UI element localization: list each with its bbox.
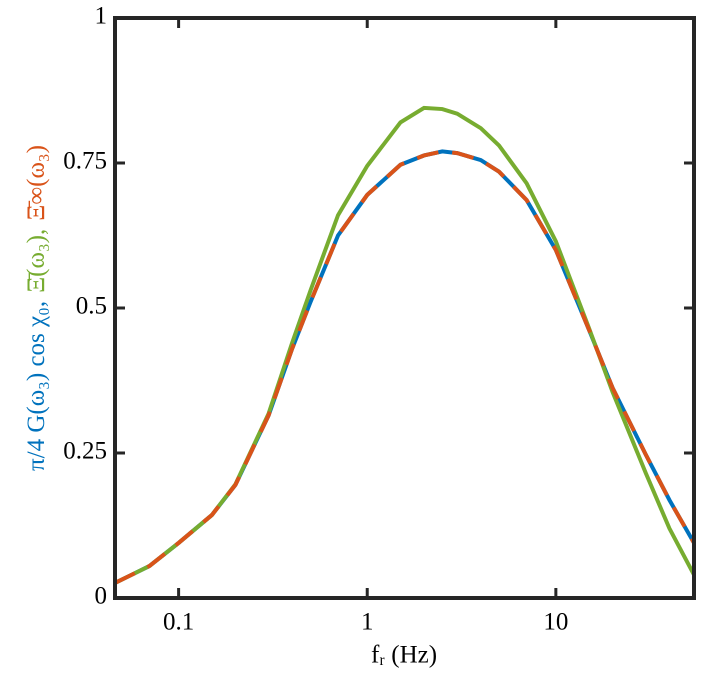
y-label-part: Ξ̄∞(ω₃) xyxy=(23,145,50,221)
y-tick-label: 0 xyxy=(95,583,108,610)
y-axis-label: π/4 G(ω₃) cos χ₀, Ξ̄(ω₃), Ξ̄∞(ω₃) xyxy=(23,145,50,471)
y-label-part: Ξ̄(ω₃), xyxy=(23,229,50,293)
data-line xyxy=(114,105,696,585)
y-tick-label: 0.75 xyxy=(63,148,107,175)
y-tick-label: 1 xyxy=(95,3,108,30)
x-tick-label: 1 xyxy=(361,609,374,636)
x-axis-label: fᵣ (Hz) xyxy=(371,642,437,669)
data-line xyxy=(114,149,696,585)
plot-frame xyxy=(113,16,696,600)
y-tick-label: 0.25 xyxy=(63,438,107,465)
y-label-part: π/4 G(ω₃) cos χ₀, xyxy=(23,301,50,471)
y-tick-label: 0.5 xyxy=(76,293,107,320)
x-tick-label: 10 xyxy=(543,609,568,636)
x-tick-label: 0.1 xyxy=(163,609,194,636)
data-line xyxy=(114,149,696,585)
